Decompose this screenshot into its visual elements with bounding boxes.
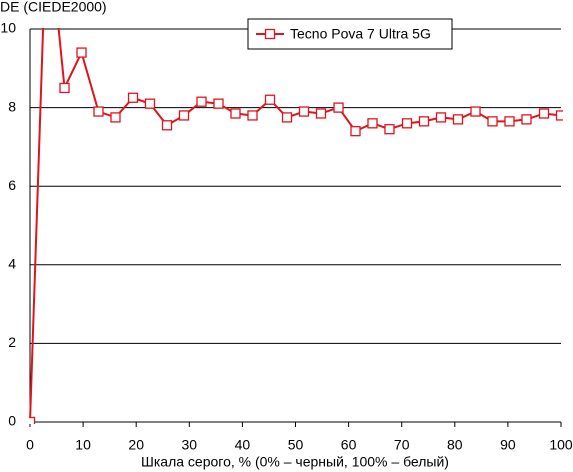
data-point — [93, 106, 104, 117]
legend-label: Tecno Pova 7 Ultra 5G — [290, 26, 431, 42]
data-point — [350, 126, 361, 137]
x-tick-label: 20 — [128, 437, 144, 453]
data-point — [555, 110, 563, 121]
data-point — [470, 106, 481, 117]
data-point — [384, 124, 395, 135]
x-tick-label: 40 — [235, 437, 251, 453]
data-point — [435, 112, 447, 123]
data-point — [178, 110, 190, 121]
data-point — [29, 416, 36, 424]
data-point — [127, 92, 139, 103]
data-point — [401, 118, 413, 129]
x-tick-label: 90 — [500, 437, 516, 453]
data-point — [110, 112, 121, 123]
y-tick-label: 8 — [8, 98, 16, 114]
data-point — [196, 96, 207, 107]
x-tick-label: 30 — [182, 437, 198, 453]
data-point — [538, 108, 550, 119]
data-point — [521, 114, 532, 125]
y-tick-label: 4 — [8, 256, 16, 272]
data-point — [161, 120, 173, 131]
data-point — [59, 82, 70, 94]
x-tick-label: 0 — [26, 437, 34, 453]
data-point — [144, 98, 156, 109]
data-point — [281, 112, 293, 123]
x-axis-title: Шкала серого, % (0% – черный, 100% – бел… — [141, 454, 449, 470]
y-tick-label: 0 — [8, 413, 16, 429]
data-point — [418, 116, 430, 127]
plot-area — [29, 28, 563, 424]
data-point — [230, 108, 241, 119]
x-tick-label: 80 — [447, 437, 463, 453]
y-tick-label: 2 — [8, 334, 16, 350]
data-point — [333, 102, 344, 113]
data-point — [504, 116, 515, 127]
data-point — [315, 108, 327, 119]
data-point — [247, 110, 258, 121]
x-tick-label: 10 — [75, 437, 91, 453]
data-point — [76, 47, 87, 58]
y-tick-label: 10 — [0, 20, 16, 36]
x-tick-label: 50 — [288, 437, 304, 453]
legend: Tecno Pova 7 Ultra 5G — [247, 18, 453, 50]
data-point — [452, 114, 464, 125]
x-tick-label: 60 — [341, 437, 357, 453]
y-axis-title: DE (CIEDE2000) — [0, 0, 107, 15]
x-tick-label: 100 — [549, 437, 573, 453]
x-tick-label: 70 — [394, 437, 410, 453]
data-point — [298, 106, 310, 117]
y-tick-label: 6 — [8, 177, 16, 193]
legend-marker — [264, 28, 276, 40]
data-line — [29, 28, 562, 423]
data-point — [487, 116, 498, 127]
data-point — [264, 94, 276, 105]
data-point — [367, 118, 378, 129]
data-point — [213, 98, 224, 109]
